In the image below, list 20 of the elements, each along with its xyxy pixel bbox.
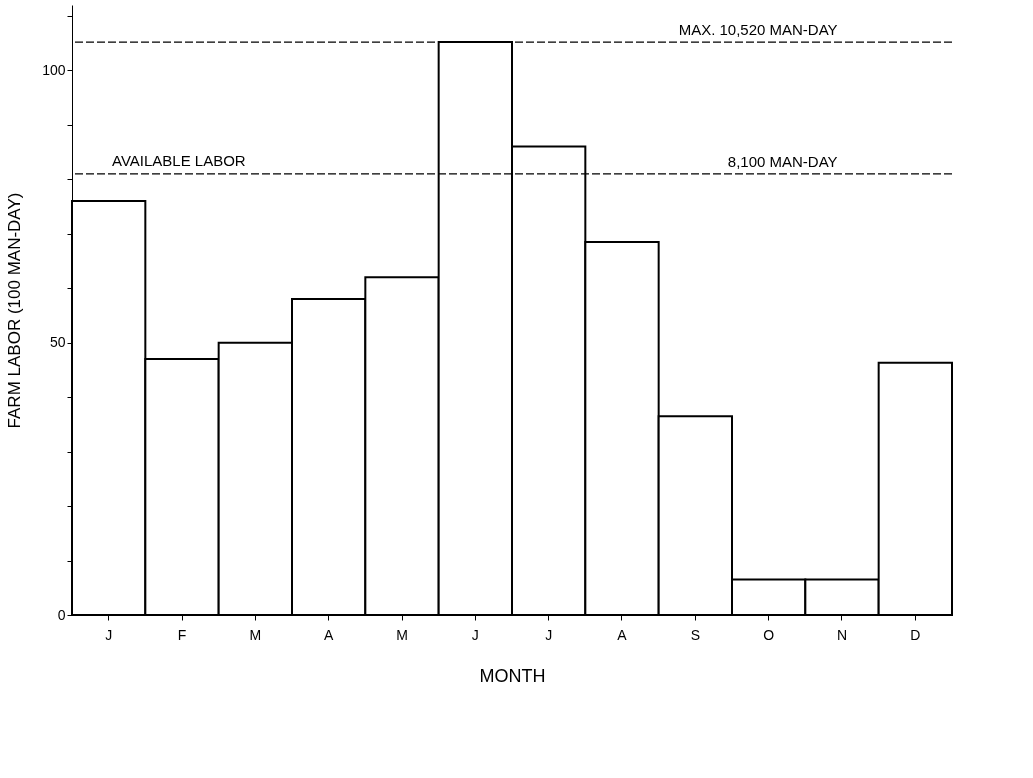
x-tick-label: M: [249, 626, 262, 643]
y-tick-label: 50: [49, 334, 66, 351]
y-tick-label: 0: [57, 606, 66, 623]
x-tick-label: A: [323, 626, 334, 643]
x-tick-label: D: [910, 626, 921, 643]
x-axis-title: MONTH: [479, 665, 546, 686]
x-tick-label: F: [177, 626, 187, 643]
x-tick-label: O: [763, 626, 775, 643]
annotation: AVAILABLE LABOR: [112, 151, 246, 169]
x-tick-label: S: [690, 626, 701, 643]
x-tick-label: J: [471, 626, 479, 643]
x-tick-label: J: [545, 626, 553, 643]
y-tick-label: 100: [42, 61, 66, 78]
x-tick-label: N: [836, 626, 848, 643]
ref-line-label: 8,100 MAN-DAY: [727, 152, 838, 170]
y-axis-title: FARM LABOR (100 MAN-DAY): [5, 192, 25, 429]
x-tick-label: M: [396, 626, 408, 643]
ref-line-label: MAX. 10,520 MAN-DAY: [678, 21, 838, 39]
x-tick-label: A: [617, 626, 628, 643]
x-tick-label: J: [105, 626, 113, 643]
